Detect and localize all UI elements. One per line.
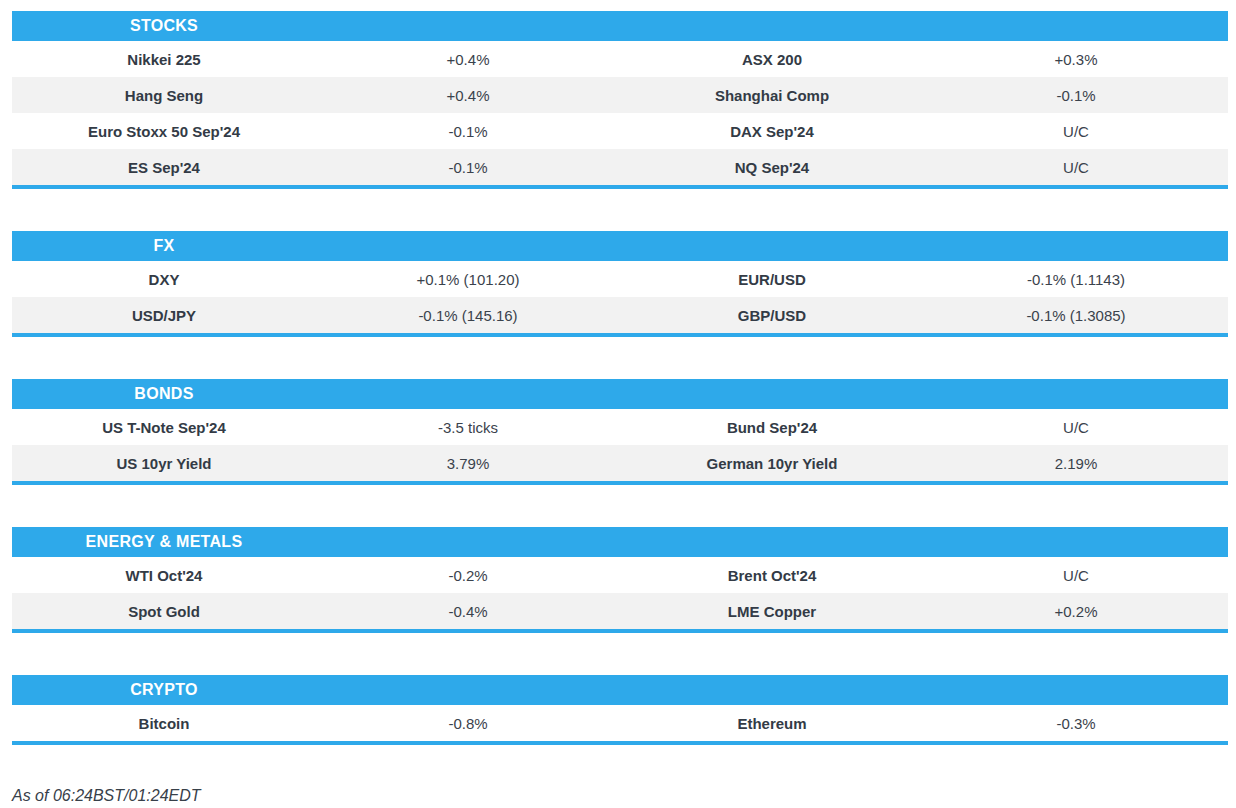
instrument-value: U/C [924,419,1228,436]
table-row: WTI Oct'24-0.2%Brent Oct'24U/C [12,557,1228,593]
instrument-value: -3.5 ticks [316,419,620,436]
section-energy-metals: ENERGY & METALS WTI Oct'24-0.2%Brent Oct'… [12,527,1228,633]
instrument-value: -0.1% [316,159,620,176]
table-row: USD/JPY-0.1% (145.16)GBP/USD-0.1% (1.308… [12,297,1228,333]
section-header-bonds: BONDS [12,379,1228,409]
table-row: ES Sep'24-0.1%NQ Sep'24U/C [12,149,1228,185]
instrument-value: -0.2% [316,567,620,584]
instrument-value: +0.3% [924,51,1228,68]
section-header-energy-metals: ENERGY & METALS [12,527,1228,557]
section-header-stocks: STOCKS [12,11,1228,41]
section-header-crypto: CRYPTO [12,675,1228,705]
instrument-label: Spot Gold [12,603,316,620]
table-row: DXY+0.1% (101.20)EUR/USD-0.1% (1.1143) [12,261,1228,297]
instrument-value: +0.4% [316,51,620,68]
instrument-value: -0.4% [316,603,620,620]
instrument-label: EUR/USD [620,271,924,288]
instrument-value: 2.19% [924,455,1228,472]
instrument-label: DXY [12,271,316,288]
table-row: Nikkei 225+0.4%ASX 200+0.3% [12,41,1228,77]
instrument-value: U/C [924,159,1228,176]
instrument-value: +0.4% [316,87,620,104]
section-title: CRYPTO [12,681,316,699]
instrument-label: US 10yr Yield [12,455,316,472]
instrument-label: German 10yr Yield [620,455,924,472]
section-fx: FX DXY+0.1% (101.20)EUR/USD-0.1% (1.1143)… [12,231,1228,337]
instrument-value: -0.1% (145.16) [316,307,620,324]
table-row: Spot Gold-0.4%LME Copper+0.2% [12,593,1228,629]
table-row: Bitcoin-0.8%Ethereum-0.3% [12,705,1228,741]
instrument-label: Euro Stoxx 50 Sep'24 [12,123,316,140]
section-crypto: CRYPTO Bitcoin-0.8%Ethereum-0.3% [12,675,1228,745]
instrument-label: ASX 200 [620,51,924,68]
instrument-value: -0.1% (1.3085) [924,307,1228,324]
table-row: Euro Stoxx 50 Sep'24-0.1%DAX Sep'24U/C [12,113,1228,149]
instrument-value: +0.1% (101.20) [316,271,620,288]
instrument-value: +0.2% [924,603,1228,620]
section-title: FX [12,237,316,255]
instrument-label: Shanghai Comp [620,87,924,104]
instrument-label: GBP/USD [620,307,924,324]
section-bonds: BONDS US T-Note Sep'24-3.5 ticksBund Sep'… [12,379,1228,485]
section-stocks: STOCKSNikkei 225+0.4%ASX 200+0.3%Hang Se… [12,11,1228,189]
instrument-label: Nikkei 225 [12,51,316,68]
instrument-label: Bitcoin [12,715,316,732]
instrument-value: -0.1% (1.1143) [924,271,1228,288]
instrument-value: -0.8% [316,715,620,732]
instrument-label: Brent Oct'24 [620,567,924,584]
table-row: US T-Note Sep'24-3.5 ticksBund Sep'24U/C [12,409,1228,445]
instrument-value: -0.3% [924,715,1228,732]
instrument-label: Ethereum [620,715,924,732]
instrument-label: NQ Sep'24 [620,159,924,176]
instrument-label: US T-Note Sep'24 [12,419,316,436]
instrument-value: U/C [924,567,1228,584]
as-of-timestamp: As of 06:24BST/01:24EDT [12,787,1236,805]
market-snapshot-page: STOCKSNikkei 225+0.4%ASX 200+0.3%Hang Se… [0,0,1236,805]
section-title: BONDS [12,385,316,403]
instrument-label: ES Sep'24 [12,159,316,176]
instrument-label: DAX Sep'24 [620,123,924,140]
instrument-label: LME Copper [620,603,924,620]
section-header-fx: FX [12,231,1228,261]
instrument-value: 3.79% [316,455,620,472]
instrument-label: Bund Sep'24 [620,419,924,436]
instrument-value: U/C [924,123,1228,140]
table-row: US 10yr Yield3.79%German 10yr Yield2.19% [12,445,1228,481]
instrument-value: -0.1% [924,87,1228,104]
section-title: ENERGY & METALS [12,533,316,551]
table-row: Hang Seng+0.4%Shanghai Comp-0.1% [12,77,1228,113]
instrument-value: -0.1% [316,123,620,140]
instrument-label: Hang Seng [12,87,316,104]
section-title: STOCKS [12,17,316,35]
instrument-label: USD/JPY [12,307,316,324]
market-snapshot-tables: STOCKSNikkei 225+0.4%ASX 200+0.3%Hang Se… [0,11,1236,745]
instrument-label: WTI Oct'24 [12,567,316,584]
